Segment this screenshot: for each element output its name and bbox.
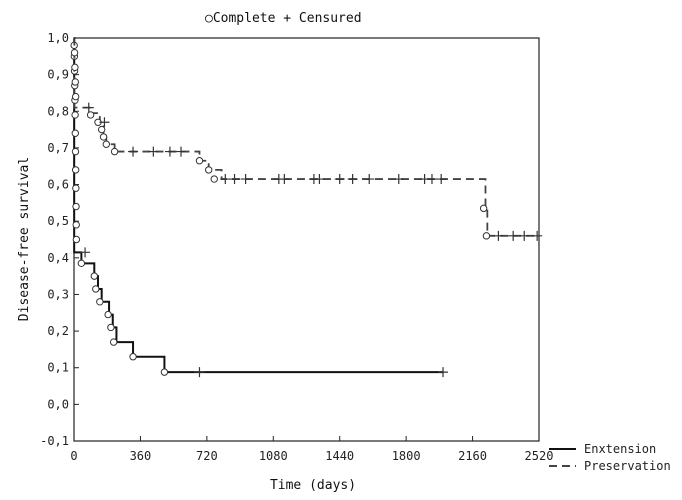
- y-tick-label: 0,1: [47, 361, 69, 375]
- event-point: [71, 166, 80, 174]
- censored-mark: [334, 174, 345, 185]
- y-tick-label: -0,1: [40, 434, 69, 448]
- censored-mark: [519, 230, 530, 241]
- event-point: [71, 111, 79, 119]
- censored-mark: [314, 174, 325, 185]
- event-point: [71, 129, 79, 137]
- event-point: [129, 353, 137, 361]
- event-point: [104, 310, 112, 319]
- y-tick-label: 0,3: [47, 287, 69, 301]
- x-tick-label: 2160: [458, 449, 487, 463]
- censored-mark: [220, 174, 231, 185]
- y-tick-label: 0,2: [47, 324, 69, 338]
- y-tick-label: 0,5: [47, 214, 69, 228]
- series-preservation: [70, 37, 543, 241]
- censored-mark: [279, 174, 290, 185]
- censored-mark: [99, 117, 110, 128]
- chart-title: ○Complete + Censured: [205, 11, 362, 26]
- x-tick-label: 2520: [525, 449, 554, 463]
- x-axis-label: Time (days): [270, 478, 356, 493]
- censored-mark: [164, 146, 175, 157]
- x-tick-label: 720: [196, 449, 218, 463]
- event-point: [482, 232, 491, 240]
- y-tick-label: 0,7: [47, 141, 69, 155]
- event-point: [71, 78, 79, 86]
- x-tick-label: 1440: [325, 449, 354, 463]
- x-tick-label: 0: [70, 449, 77, 463]
- event-point: [71, 147, 80, 156]
- y-tick-label: 0,9: [47, 68, 69, 82]
- censored-mark: [229, 174, 240, 185]
- event-point: [71, 92, 80, 101]
- y-tick-label: 0,0: [47, 397, 69, 411]
- title-marker: ○: [205, 11, 213, 26]
- event-point: [102, 140, 110, 148]
- y-tick-label: 0,8: [47, 104, 69, 118]
- censored-mark: [426, 174, 437, 185]
- censored-mark: [532, 230, 543, 241]
- series-line: [73, 37, 444, 374]
- event-point: [195, 157, 204, 165]
- x-tick-label: 1800: [392, 449, 421, 463]
- event-point: [72, 235, 81, 244]
- event-point: [90, 272, 98, 280]
- event-point: [109, 338, 118, 346]
- legend-label: Enxtension: [584, 442, 656, 456]
- censored-mark: [148, 146, 159, 157]
- event-point: [205, 166, 213, 174]
- event-point: [107, 323, 115, 332]
- event-point: [77, 259, 86, 268]
- plot-area: [73, 37, 540, 442]
- censored-mark: [508, 230, 519, 241]
- event-point: [99, 133, 108, 141]
- censored-mark: [240, 174, 251, 185]
- event-point: [70, 48, 79, 57]
- event-point: [96, 298, 104, 306]
- event-point: [72, 221, 80, 229]
- y-axis-label: Disease-free survival: [17, 157, 32, 321]
- event-point: [72, 184, 80, 192]
- censored-mark: [80, 247, 91, 258]
- censored-mark: [438, 367, 449, 378]
- event-point: [92, 285, 100, 293]
- y-tick-label: 1,0: [47, 31, 69, 45]
- event-point: [160, 368, 169, 376]
- censored-mark: [128, 146, 139, 157]
- event-point: [86, 111, 95, 119]
- event-point: [71, 63, 79, 72]
- event-point: [97, 125, 106, 134]
- y-tick-label: 0,4: [47, 251, 69, 265]
- title-text: Complete + Censured: [213, 11, 362, 26]
- censored-mark: [347, 174, 358, 185]
- censored-mark: [194, 367, 205, 378]
- x-tick-label: 360: [130, 449, 152, 463]
- censored-mark: [176, 146, 187, 157]
- event-point: [210, 175, 218, 183]
- censored-mark: [436, 174, 447, 185]
- event-point: [72, 202, 80, 211]
- censored-mark: [493, 230, 504, 241]
- censored-mark: [393, 174, 404, 185]
- legend: Enxtension Preservation: [549, 442, 671, 473]
- event-point: [479, 204, 488, 213]
- censored-mark: [83, 102, 94, 113]
- y-tick-label: 0,6: [47, 178, 69, 192]
- censored-mark: [364, 174, 375, 185]
- event-point: [110, 147, 119, 156]
- x-tick-label: 1080: [259, 449, 288, 463]
- legend-label: Preservation: [584, 459, 671, 473]
